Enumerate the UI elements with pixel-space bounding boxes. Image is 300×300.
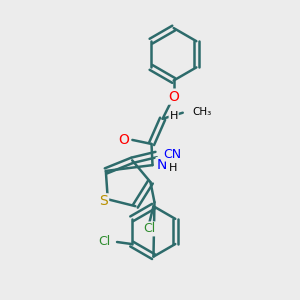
Text: O: O [168,90,179,104]
Text: H: H [169,163,178,172]
Text: Cl: Cl [98,235,110,248]
Text: N: N [157,158,167,172]
Text: S: S [99,194,108,208]
Text: H: H [169,111,178,121]
Text: O: O [118,133,129,147]
Text: CN: CN [163,148,181,160]
Text: Cl: Cl [143,222,156,236]
Text: CH₃: CH₃ [193,107,212,117]
